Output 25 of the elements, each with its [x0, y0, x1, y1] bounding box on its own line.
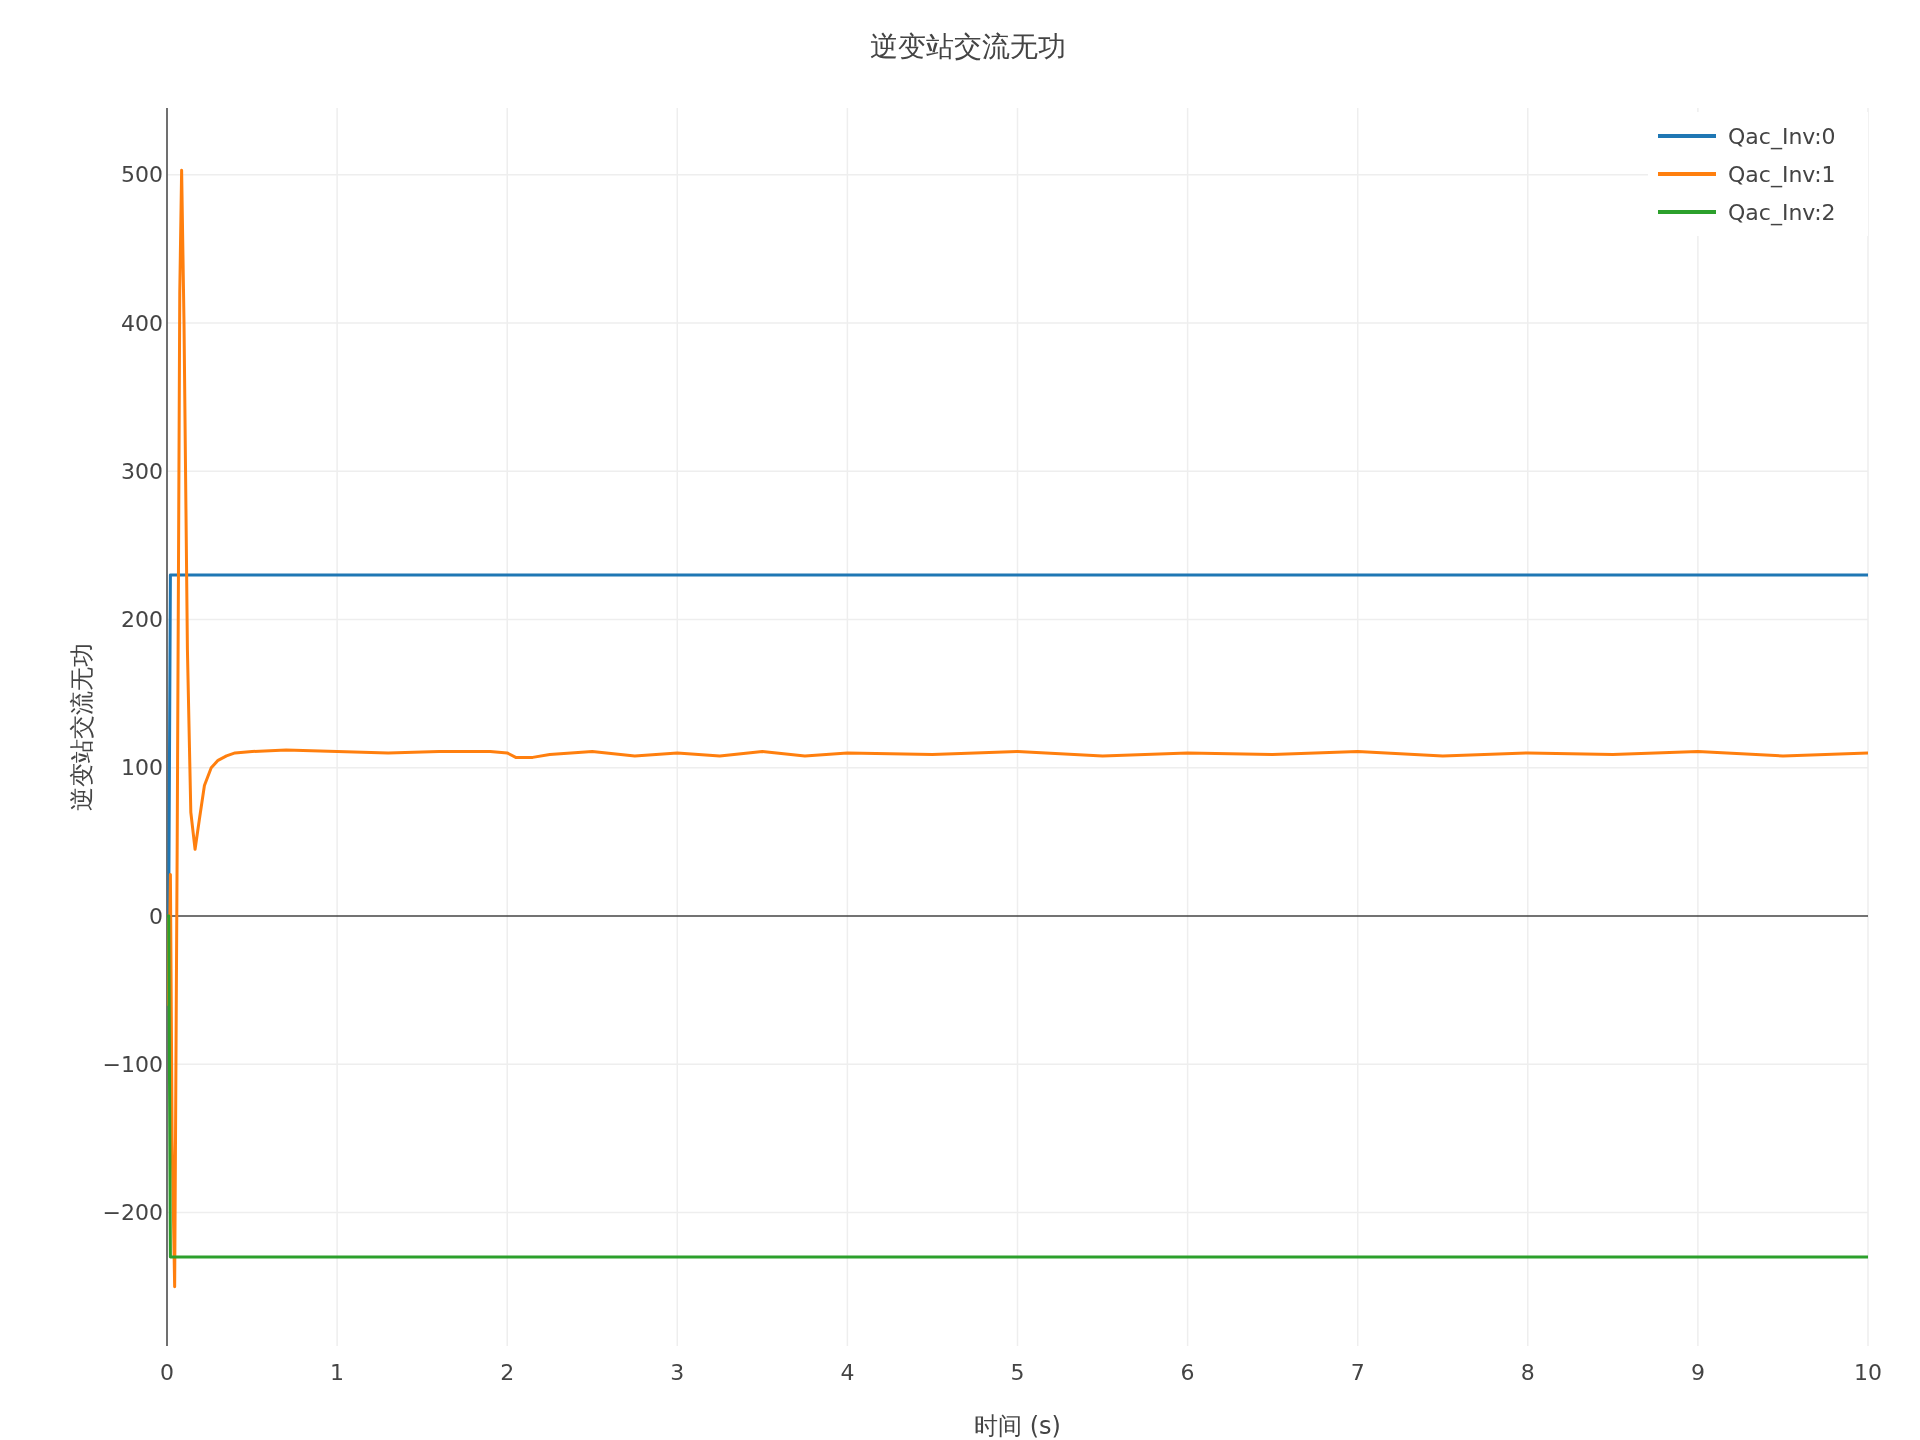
- y-tick-label: −100: [102, 1052, 163, 1077]
- x-tick-label: 6: [1180, 1360, 1195, 1385]
- x-tick-label: 10: [1854, 1360, 1882, 1385]
- y-axis-title: 逆变站交流无功: [68, 643, 96, 811]
- x-tick-label: 7: [1350, 1360, 1365, 1385]
- line-series: [167, 168, 1868, 1289]
- y-tick-label: 400: [121, 310, 163, 336]
- x-tick-label: 8: [1520, 1360, 1535, 1385]
- y-tick-label: 100: [121, 755, 163, 781]
- y-tick-label: 0: [149, 903, 163, 929]
- x-tick-label: 2: [500, 1360, 515, 1385]
- legend-label: Qac_Inv:2: [1728, 199, 1836, 226]
- x-tick-label: 1: [330, 1360, 345, 1385]
- y-tick-label: 300: [121, 458, 163, 484]
- x-tick-label: 3: [670, 1360, 685, 1385]
- x-tick-label: 9: [1690, 1360, 1705, 1385]
- y-tick-label: 200: [121, 607, 163, 633]
- chart-title: 逆变站交流无功: [870, 30, 1066, 63]
- x-tick-label: 4: [840, 1360, 855, 1385]
- y-tick-label: −200: [102, 1200, 163, 1226]
- x-axis-title: 时间 (s): [974, 1412, 1061, 1440]
- legend-label: Qac_Inv:0: [1728, 123, 1836, 150]
- legend-label: Qac_Inv:1: [1728, 161, 1836, 188]
- x-tick-label: 5: [1010, 1360, 1025, 1385]
- y-tick-label: 500: [121, 162, 163, 188]
